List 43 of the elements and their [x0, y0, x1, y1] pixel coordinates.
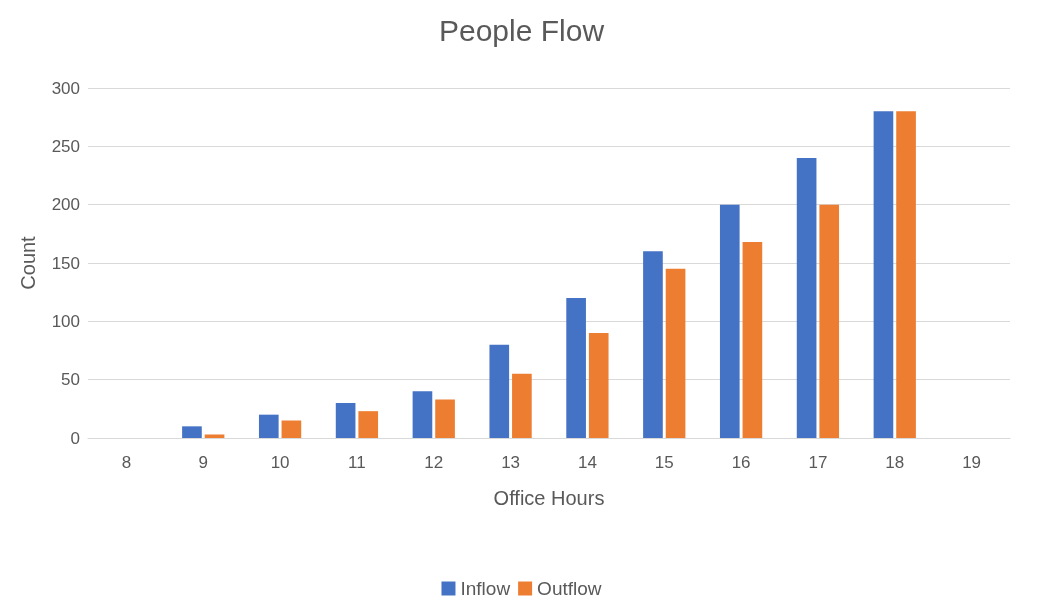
- bar: [873, 111, 894, 438]
- y-axis-title: Count: [17, 235, 39, 290]
- x-axis-title: Office Hours: [493, 487, 605, 509]
- x-tick-label: 17: [808, 453, 828, 472]
- x-tick-label: 18: [885, 453, 905, 472]
- bar: [719, 204, 740, 438]
- bar: [742, 242, 763, 438]
- x-tick-label: 19: [962, 453, 982, 472]
- bar: [435, 399, 455, 438]
- bar: [358, 411, 379, 438]
- x-tick-label: 12: [424, 453, 444, 472]
- x-tick-label: 13: [501, 453, 521, 472]
- bar: [819, 204, 840, 438]
- legend-label: Outflow: [537, 578, 602, 599]
- bar: [566, 298, 586, 438]
- bar: [182, 426, 202, 438]
- x-tick-label: 10: [270, 453, 290, 472]
- bar: [412, 391, 433, 438]
- y-tick-label: 100: [51, 311, 80, 331]
- y-tick-label: 300: [51, 78, 80, 98]
- y-tick-label: 0: [70, 428, 80, 448]
- x-tick-label: 11: [348, 453, 366, 472]
- bar: [896, 111, 916, 438]
- bar: [335, 403, 356, 438]
- legend-label: Inflow: [460, 578, 511, 599]
- bar: [281, 420, 302, 438]
- x-tick-label: 16: [731, 453, 751, 472]
- x-tick-label: 8: [121, 453, 132, 472]
- bar: [796, 158, 817, 438]
- bar: [489, 344, 510, 438]
- x-tick-label: 9: [198, 453, 208, 472]
- x-tick-label: 14: [577, 453, 597, 472]
- y-tick-label: 200: [51, 195, 80, 215]
- bar: [512, 373, 532, 438]
- bar: [258, 414, 279, 438]
- bar: [665, 268, 686, 438]
- bar: [643, 251, 663, 438]
- bar: [588, 333, 609, 438]
- y-tick-label: 250: [51, 136, 80, 156]
- y-tick-label: 150: [51, 253, 80, 273]
- x-tick-label: 15: [654, 453, 674, 472]
- chart-title: People Flow: [438, 13, 605, 47]
- y-tick-label: 50: [61, 370, 80, 390]
